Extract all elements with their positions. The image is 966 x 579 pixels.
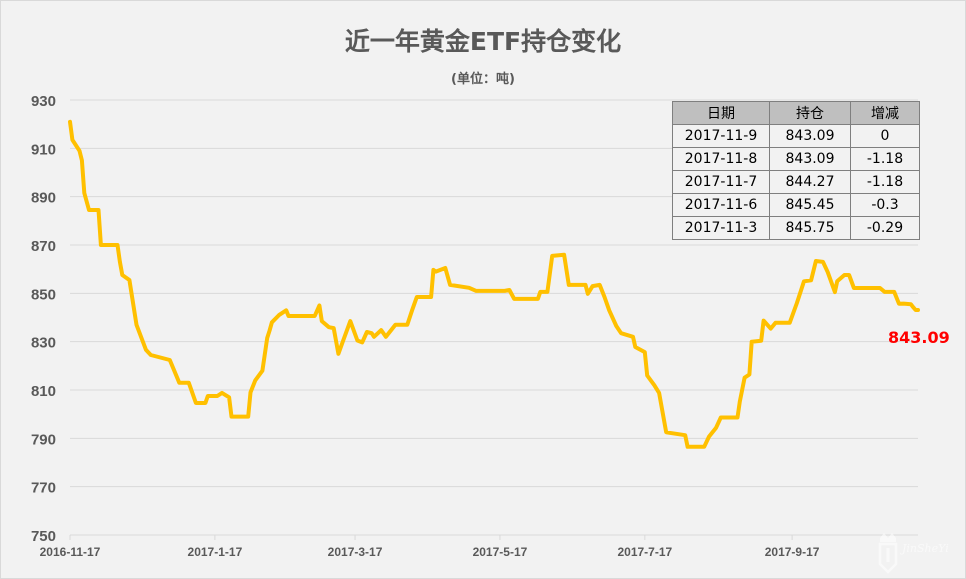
holdings-table: 日期 持仓 增减 2017-11-9 843.09 0 2017-11-8 843.0… [672,101,920,240]
header-date: 日期 [672,101,770,125]
y-tick-label: 850 [31,286,56,303]
cell-date: 2017-11-3 [672,216,770,240]
x-tick-label: 2017-1-17 [188,545,243,559]
chart-title: 近一年黄金ETF持仓变化 [344,27,622,56]
table-row: 2017-11-3 845.75 -0.29 [672,216,920,240]
y-tick-label: 810 [31,383,56,400]
y-tick-label: 870 [31,238,56,255]
cell-change: -0.29 [850,216,920,240]
cell-holdings: 845.75 [769,216,851,240]
x-tick-label: 2017-3-17 [328,545,383,559]
table-row: 2017-11-8 843.09 -1.18 [672,147,920,171]
svg-text:JinSheYi: JinSheYi [900,542,949,555]
y-tick-label: 930 [31,93,56,110]
y-tick-label: 750 [31,528,56,545]
table-row: 2017-11-9 843.09 0 [672,124,920,148]
jinsheyi-logo: JinSheYi [878,533,949,574]
cell-change: -1.18 [850,147,920,171]
cell-holdings: 843.09 [769,147,851,171]
cell-date: 2017-11-8 [672,147,770,171]
cell-date: 2017-11-6 [672,193,770,217]
cell-holdings: 845.45 [769,193,851,217]
chart-subtitle: (单位：吨) [451,72,515,87]
cell-date: 2017-11-7 [672,170,770,194]
cell-change: 0 [850,124,920,148]
cell-change: -1.18 [850,170,920,194]
y-tick-label: 910 [31,141,56,158]
x-tick-label: 2016-11-17 [40,545,101,559]
cell-change: -0.3 [850,193,920,217]
table-row: 2017-11-7 844.27 -1.18 [672,170,920,194]
cell-holdings: 843.09 [769,124,851,148]
holdings-line [68,119,920,449]
last-value-label: 843.09 [888,328,950,347]
y-tick-label: 830 [31,335,56,352]
y-tick-label: 890 [31,190,56,207]
x-tick-label: 2017-7-17 [617,545,672,559]
cell-date: 2017-11-9 [672,124,770,148]
table-header-row: 日期 持仓 增减 [672,101,920,125]
table-row: 2017-11-6 845.45 -0.3 [672,193,920,217]
y-tick-label: 790 [31,431,56,448]
header-holdings: 持仓 [769,101,851,125]
cell-holdings: 844.27 [769,170,851,194]
header-change: 增减 [850,101,920,125]
y-tick-label: 770 [31,480,56,497]
x-tick-label: 2017-5-17 [473,545,528,559]
x-tick-label: 2017-9-17 [765,545,820,559]
